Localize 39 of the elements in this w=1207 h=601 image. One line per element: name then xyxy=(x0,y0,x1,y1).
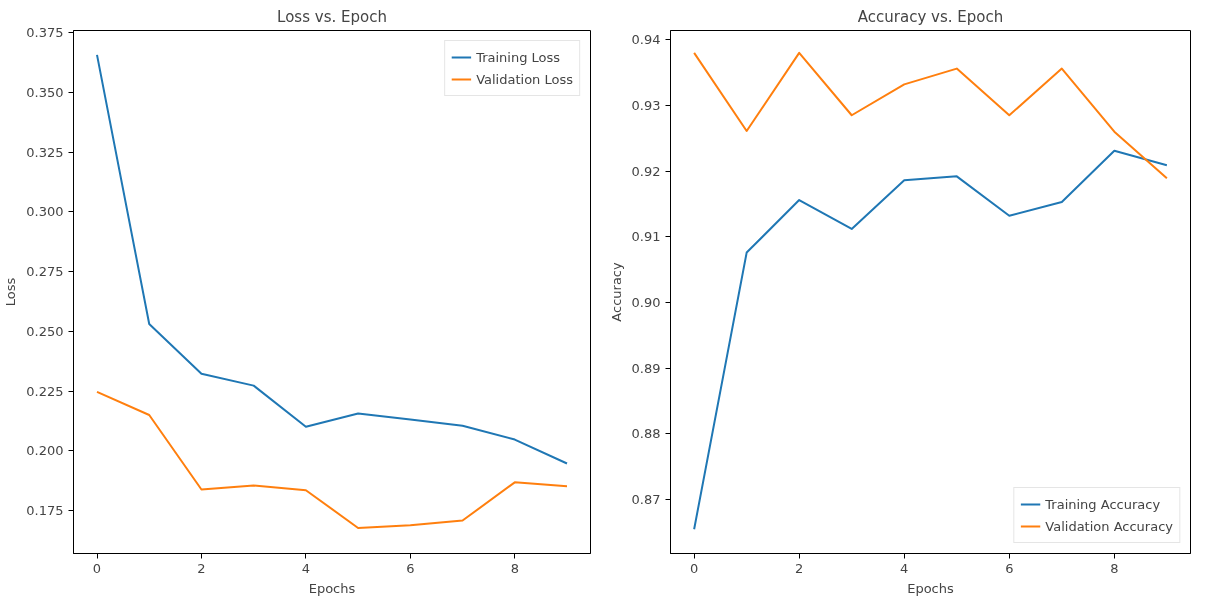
legend-label: Validation Loss xyxy=(476,71,573,87)
y-tick-label: 0.93 xyxy=(631,97,661,113)
x-tick-label: 2 xyxy=(795,560,804,576)
line-series xyxy=(693,51,1168,180)
y-tick-label: 0.94 xyxy=(631,32,661,48)
legend-label: Validation Accuracy xyxy=(1045,518,1173,534)
legend-label: Training Loss xyxy=(476,49,561,65)
line-series xyxy=(96,390,568,529)
y-tick-label: 0.300 xyxy=(26,204,64,220)
x-tick-label: 8 xyxy=(510,560,519,576)
y-axis-title: Accuracy xyxy=(608,262,624,322)
x-tick-label: 6 xyxy=(406,560,415,576)
chart-title: Accuracy vs. Epoch xyxy=(857,7,1004,26)
x-tick-label: 6 xyxy=(1005,560,1014,576)
y-tick-label: 0.275 xyxy=(26,264,64,280)
x-tick-label: 0 xyxy=(92,560,102,576)
y-axis-title: Loss xyxy=(3,277,19,307)
y-tick-label: 0.250 xyxy=(26,323,64,339)
y-tick-label: 0.87 xyxy=(631,492,661,508)
y-tick-label: 0.350 xyxy=(26,85,64,101)
x-tick-label: 2 xyxy=(197,560,206,576)
x-tick-label: 4 xyxy=(301,560,311,576)
x-tick-label: 8 xyxy=(1110,560,1119,576)
y-tick-label: 0.175 xyxy=(26,503,64,519)
x-tick-label: 4 xyxy=(900,560,909,576)
y-tick-label: 0.375 xyxy=(26,25,64,41)
chart-title: Loss vs. Epoch xyxy=(277,7,387,26)
y-tick-label: 0.91 xyxy=(631,229,661,245)
y-tick-label: 0.90 xyxy=(631,295,661,311)
y-tick-label: 0.89 xyxy=(631,360,661,376)
x-tick-label: 0 xyxy=(690,560,699,576)
y-tick-label: 0.88 xyxy=(631,426,661,442)
x-axis-title: Epochs xyxy=(907,580,955,596)
x-axis-title: Epochs xyxy=(308,580,356,596)
y-tick-label: 0.325 xyxy=(26,144,64,160)
y-tick-label: 0.225 xyxy=(26,383,64,399)
y-tick-label: 0.200 xyxy=(26,443,64,459)
y-tick-label: 0.92 xyxy=(631,163,661,179)
legend-label: Training Accuracy xyxy=(1045,496,1161,512)
